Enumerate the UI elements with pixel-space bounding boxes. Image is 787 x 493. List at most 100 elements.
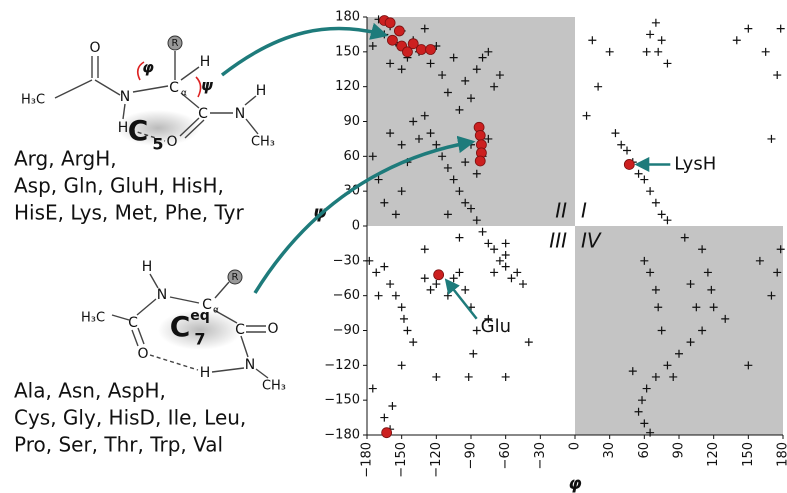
point [669, 372, 678, 381]
link-arrow [253, 135, 476, 294]
point [464, 372, 473, 381]
point [744, 24, 753, 33]
point [640, 256, 649, 265]
atom-label: N [157, 287, 167, 303]
point [415, 134, 423, 143]
x-tick-label: 90 [672, 442, 687, 459]
point [490, 245, 499, 254]
atom-label: C [202, 297, 212, 313]
atom-label: H₃C [81, 311, 105, 326]
x-tick-label: −90 [464, 442, 479, 469]
point [686, 338, 695, 347]
point [368, 152, 377, 161]
point [657, 326, 666, 335]
atom-label: H [200, 54, 211, 70]
x-tick-label: −120 [429, 442, 444, 478]
annotation: LysH [674, 153, 716, 174]
highlight-point [387, 34, 398, 46]
atom-label: CH₃ [262, 379, 286, 394]
atom-label: N [245, 357, 255, 373]
point [399, 314, 408, 323]
point [698, 245, 707, 254]
hbond [149, 354, 199, 371]
point [478, 227, 487, 236]
point [374, 175, 383, 184]
point [651, 198, 660, 207]
point [680, 233, 689, 242]
point [501, 372, 510, 381]
atom-label: CH₃ [251, 135, 275, 150]
point [472, 216, 481, 225]
atom-label: O [267, 321, 278, 337]
point [651, 372, 660, 381]
atom-label: N [235, 106, 245, 122]
point [640, 419, 649, 428]
highlight-point [393, 25, 405, 37]
point [380, 413, 389, 422]
highlight-point [433, 269, 445, 281]
point [611, 129, 620, 138]
quadrant-label: III [549, 229, 567, 253]
x-tick-label: −30 [533, 442, 548, 469]
point [495, 256, 504, 265]
point [646, 187, 655, 196]
point [443, 163, 452, 172]
point [455, 105, 464, 114]
point [368, 42, 377, 51]
plot: −180 −150 −120 −90 −60 −30 0 30 60 90 120 150 180 −18… [313, 10, 787, 493]
y-tick-label: 90 [343, 114, 360, 129]
x-tick-label: 60 [637, 442, 652, 459]
point [617, 140, 626, 149]
point [372, 268, 381, 277]
highlight-point [384, 17, 396, 29]
point [397, 65, 406, 74]
point [654, 303, 663, 312]
y-tick-label: −30 [333, 253, 360, 268]
point [455, 268, 464, 277]
atom-label: H [256, 83, 267, 99]
point [657, 210, 666, 219]
point [426, 59, 435, 68]
bonds [54, 51, 259, 139]
point [467, 204, 475, 213]
glow [116, 110, 200, 146]
point [663, 361, 672, 370]
point [449, 175, 458, 184]
point [638, 396, 647, 405]
point [709, 303, 718, 312]
annotation-arrow [444, 278, 478, 320]
point [767, 134, 776, 143]
highlight-point [402, 46, 413, 58]
bonds [111, 273, 269, 379]
point [478, 53, 487, 62]
point [507, 274, 516, 283]
point [409, 117, 418, 126]
atom-label: C [198, 106, 208, 122]
point [773, 71, 782, 80]
point [634, 407, 643, 416]
point [646, 268, 655, 277]
point [391, 291, 400, 300]
atom-label: α [213, 306, 219, 316]
hbond [130, 129, 166, 142]
point [524, 338, 533, 347]
point [484, 314, 493, 323]
point [642, 384, 651, 393]
point [461, 285, 470, 294]
atom-label: O [137, 346, 148, 362]
point [397, 187, 406, 196]
point [432, 372, 441, 381]
point [646, 428, 655, 437]
atom-label: eq [190, 308, 210, 324]
y-tick-label: 120 [335, 79, 360, 94]
atom-label: 5 [152, 135, 163, 154]
point [767, 291, 776, 300]
point [397, 303, 406, 312]
point [501, 251, 510, 260]
residue-list: Arg, ArgH, [14, 147, 117, 171]
point [420, 245, 429, 254]
point [490, 268, 499, 277]
point [388, 401, 397, 410]
